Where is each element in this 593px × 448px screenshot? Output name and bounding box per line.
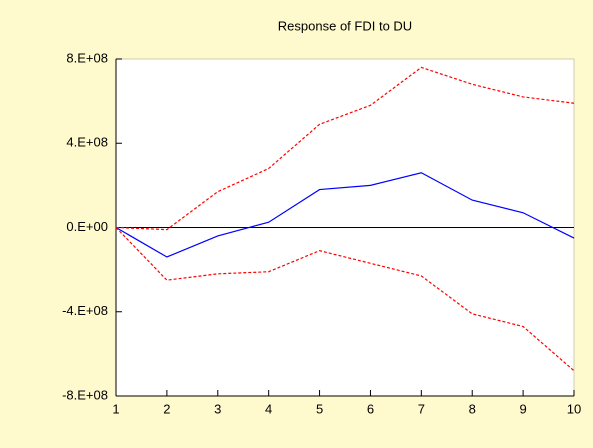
x-tick-label: 1 bbox=[112, 401, 119, 416]
x-tick-label: 9 bbox=[519, 401, 526, 416]
y-tick-label: -8.E+08 bbox=[62, 387, 108, 402]
chart-title: Response of FDI to DU bbox=[278, 18, 412, 33]
y-tick-label: 8.E+08 bbox=[66, 50, 108, 65]
x-tick-label: 10 bbox=[567, 401, 581, 416]
series-line bbox=[115, 172, 575, 258]
series-line bbox=[115, 66, 575, 231]
series-line bbox=[115, 227, 575, 372]
x-tick-label: 2 bbox=[163, 401, 170, 416]
x-tick-label: 7 bbox=[418, 401, 425, 416]
y-tick-label: 4.E+08 bbox=[66, 135, 108, 150]
x-tick-label: 4 bbox=[265, 401, 272, 416]
x-tick-label: 3 bbox=[214, 401, 221, 416]
y-tick-label: -4.E+08 bbox=[62, 303, 108, 318]
y-tick-label: 0.E+00 bbox=[66, 219, 108, 234]
x-tick-label: 5 bbox=[316, 401, 323, 416]
x-tick-label: 6 bbox=[367, 401, 374, 416]
x-tick-label: 8 bbox=[469, 401, 476, 416]
